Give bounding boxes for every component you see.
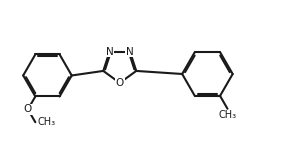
Text: N: N [126,47,134,57]
Text: CH₃: CH₃ [37,117,55,127]
Text: N: N [106,47,114,57]
Text: O: O [24,104,32,114]
Text: CH₃: CH₃ [218,110,237,120]
Text: O: O [116,78,124,88]
